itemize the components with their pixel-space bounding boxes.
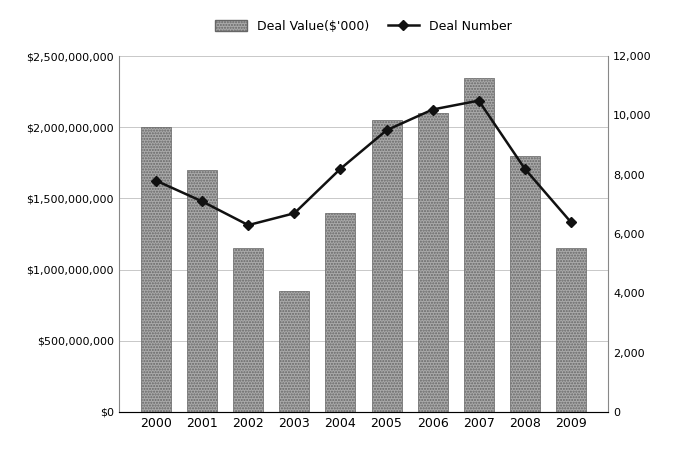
Deal Number [290, 211, 298, 216]
Bar [326, 212, 355, 412]
Bar [556, 248, 586, 412]
Line: Deal Number: Deal Number [152, 97, 575, 228]
Bar [141, 127, 171, 412]
Deal Number [336, 166, 345, 172]
Deal Number [475, 98, 483, 103]
Deal Number [428, 107, 437, 112]
Deal Number [521, 166, 529, 172]
Deal Number [244, 222, 252, 228]
Bar [187, 170, 217, 412]
Bar [372, 120, 401, 412]
Bar [233, 248, 264, 412]
Deal Number [567, 219, 575, 225]
Bar [510, 156, 540, 412]
Legend: Deal Value($'000), Deal Number: Deal Value($'000), Deal Number [212, 16, 515, 37]
Bar [463, 78, 493, 412]
Deal Number [382, 127, 391, 133]
Bar [417, 113, 447, 412]
Deal Number [152, 178, 160, 183]
Bar [280, 291, 310, 412]
Deal Number [198, 198, 206, 204]
